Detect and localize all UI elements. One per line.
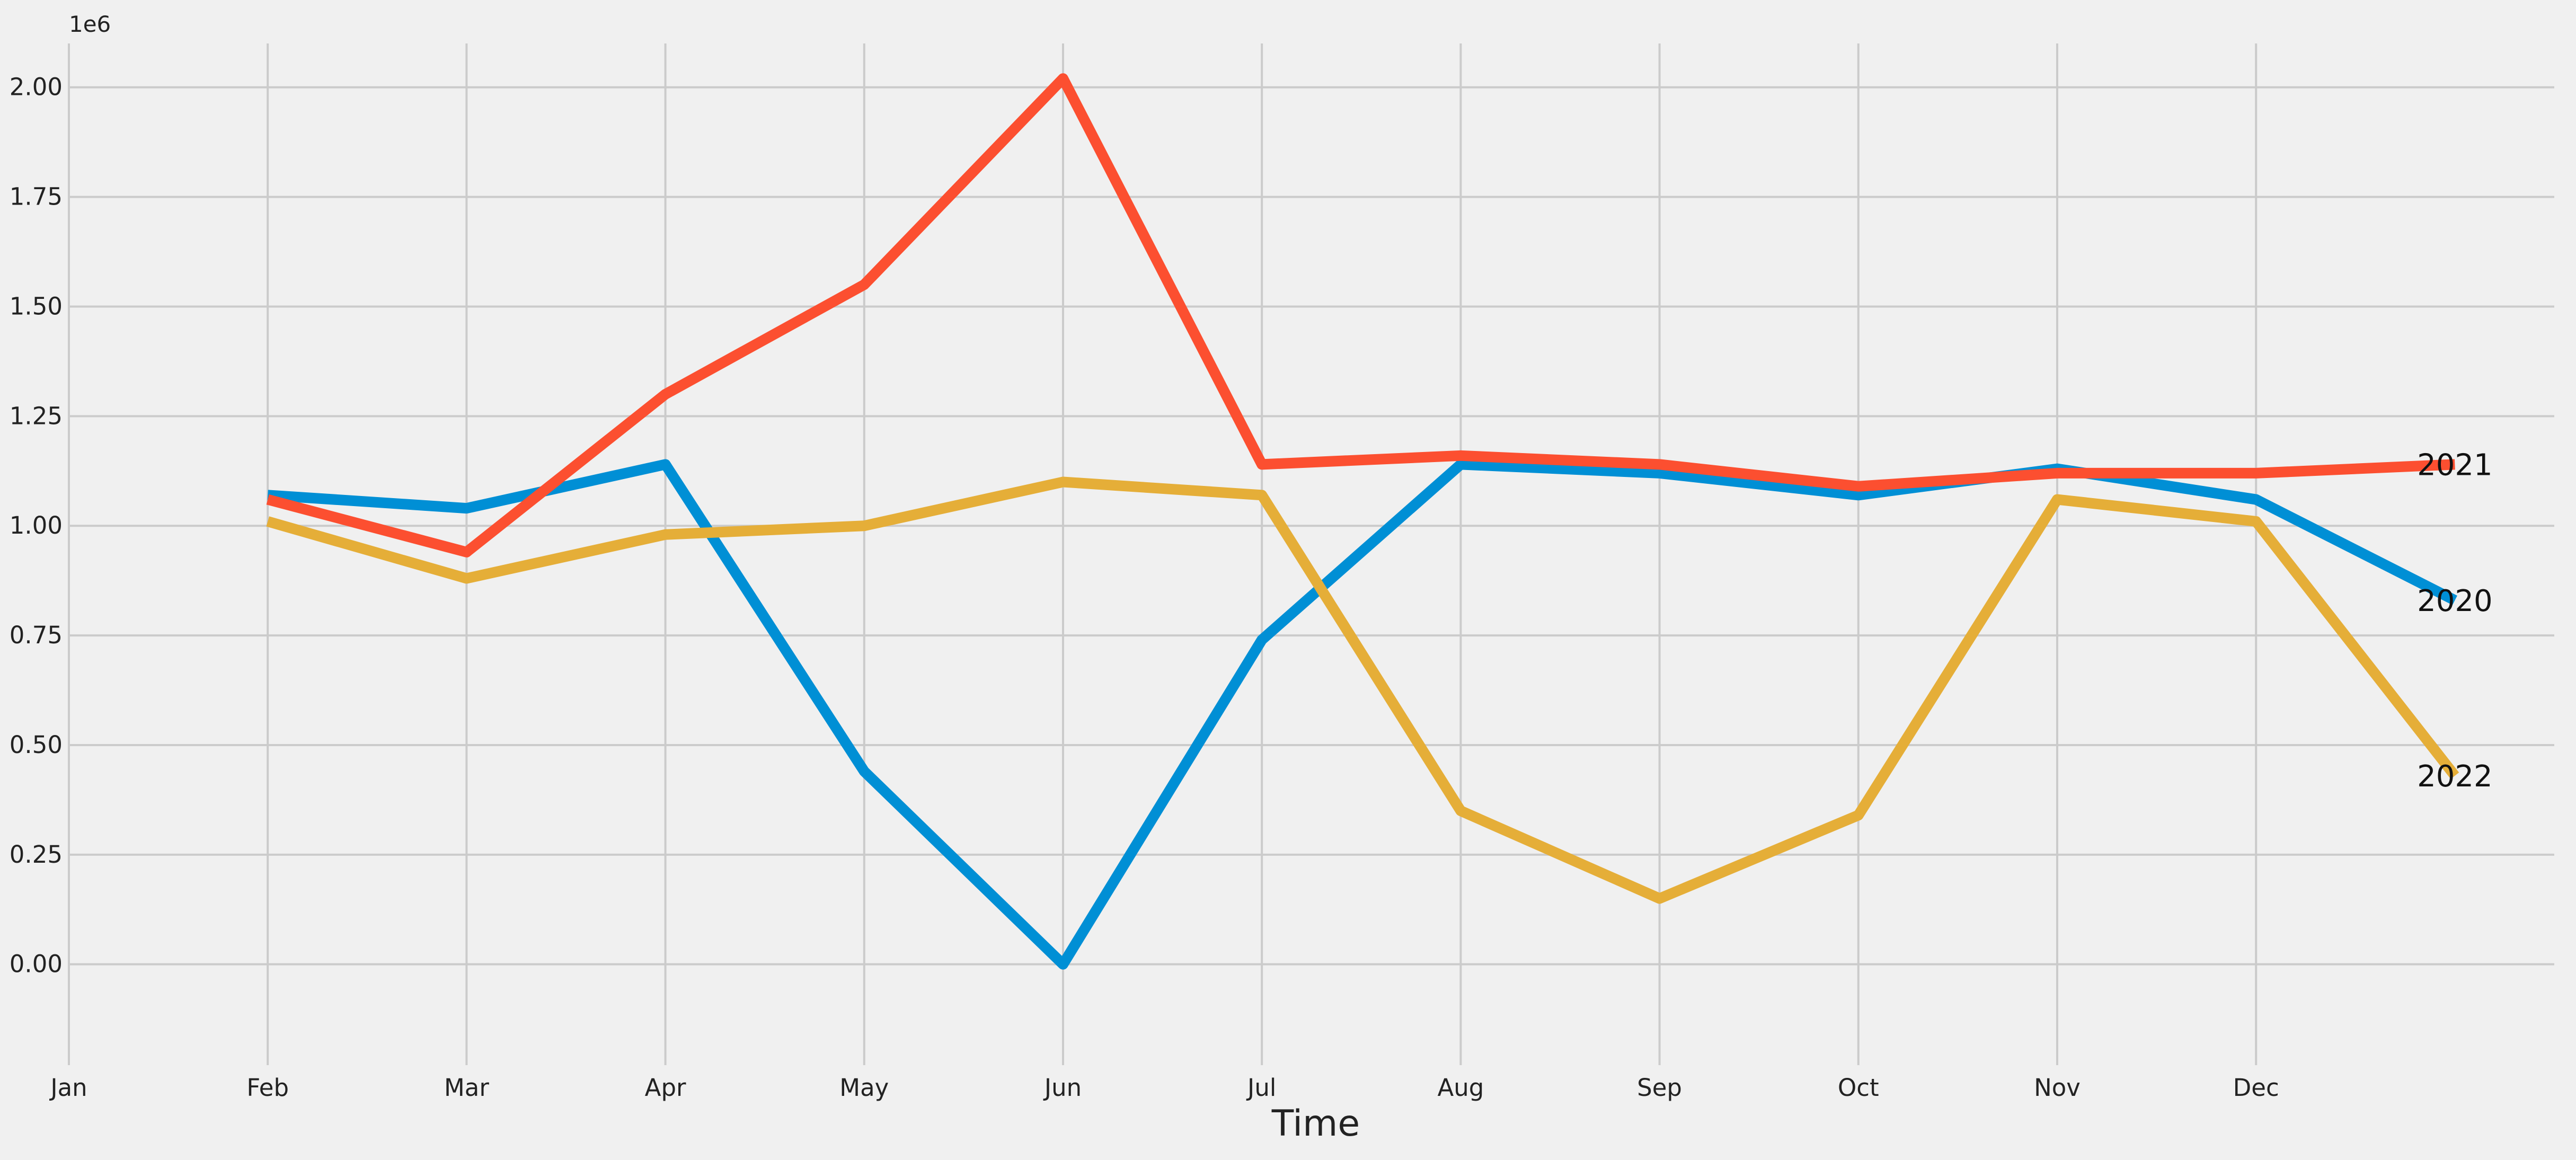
x-tick-label: Jan: [49, 1074, 87, 1102]
y-tick-label: 1.75: [10, 183, 63, 211]
series-line-2021: [266, 73, 2455, 557]
y-tick-label: 1.25: [10, 402, 63, 430]
x-tick-label: May: [839, 1074, 889, 1102]
x-tick-label: Jun: [1043, 1074, 1082, 1102]
series-line-2022: [266, 476, 2459, 904]
y-tick-label: 0.25: [10, 840, 63, 869]
y-offset-label: 1e6: [69, 11, 111, 37]
x-tick-label: Aug: [1437, 1074, 1484, 1102]
y-tick-label: 0.75: [10, 621, 63, 649]
x-tick-label: Apr: [645, 1074, 686, 1102]
x-gridlines: [68, 43, 2258, 1065]
series-lines: [266, 73, 2459, 970]
x-tick-label: Oct: [1838, 1074, 1879, 1102]
series-label-2020: 2020: [2417, 584, 2493, 618]
y-tick-labels: 0.00 0.25 0.50 0.75 1.00 1.25 1.50 1.75 2.00: [10, 73, 63, 978]
y-tick-label: 1.50: [10, 292, 63, 320]
series-label-2022: 2022: [2417, 759, 2493, 794]
x-tick-label: Feb: [246, 1074, 289, 1102]
x-tick-label: Sep: [1637, 1074, 1682, 1102]
y-tick-label: 2.00: [10, 73, 63, 101]
y-tick-label: 1.00: [10, 511, 63, 539]
x-axis-title: Time: [1271, 1103, 1360, 1145]
x-tick-label: Mar: [444, 1074, 489, 1102]
series-label-2021: 2021: [2417, 448, 2493, 482]
y-gridlines: [69, 86, 2554, 966]
y-tick-label: 0.50: [10, 731, 63, 759]
y-tick-label: 0.00: [10, 950, 63, 978]
x-tick-labels: Jan Feb Mar Apr May Jun Jul Aug Sep Oct Nov Dec: [49, 1074, 2279, 1102]
series-end-labels: 2020 2021 2022: [2417, 448, 2493, 794]
x-tick-label: Jul: [1246, 1074, 1276, 1102]
x-tick-label: Dec: [2233, 1074, 2279, 1102]
x-tick-label: Nov: [2034, 1074, 2081, 1102]
